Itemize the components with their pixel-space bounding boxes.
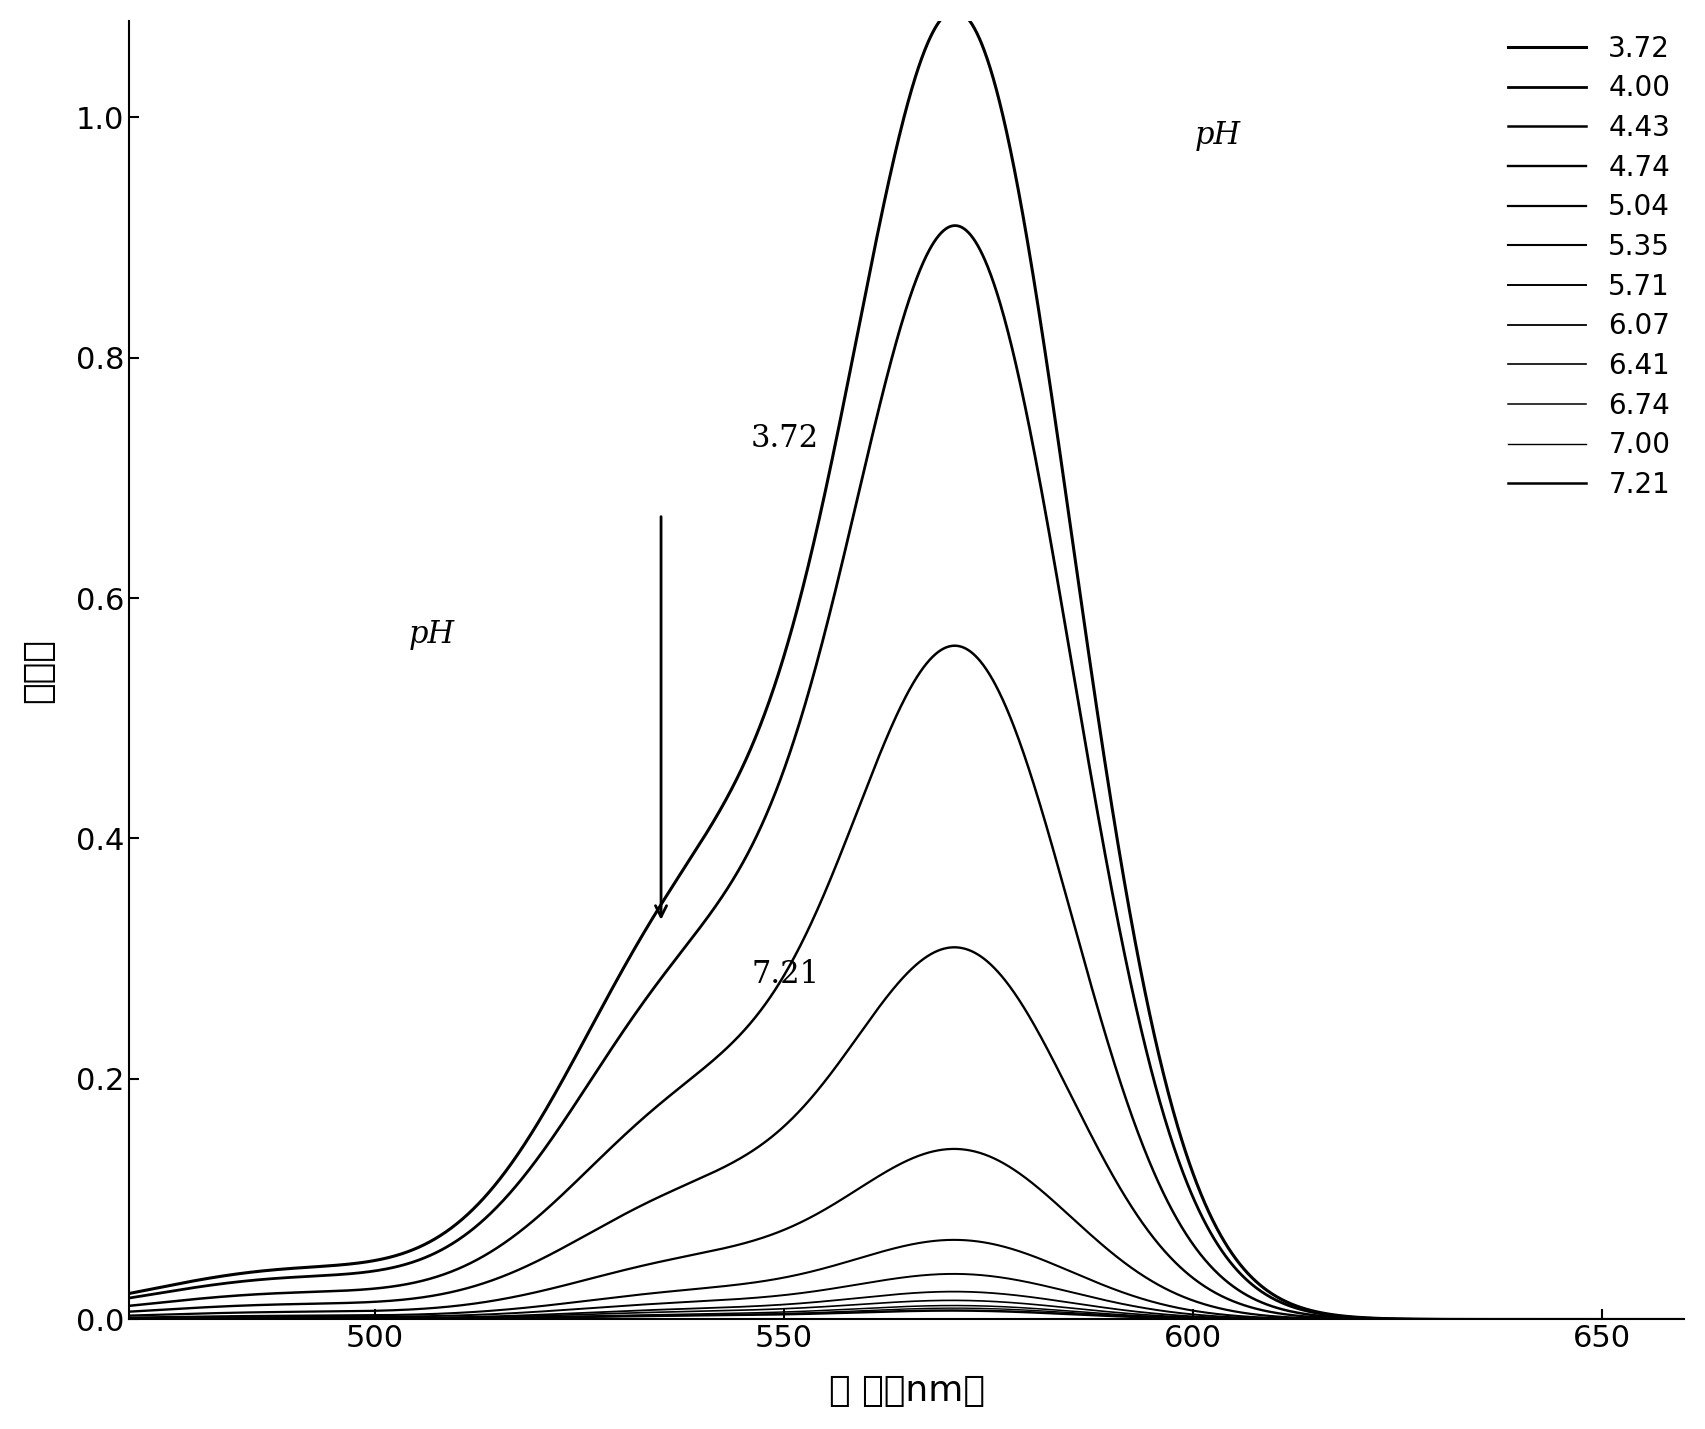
- Text: 3.72: 3.72: [752, 423, 818, 454]
- Text: 7.21: 7.21: [752, 959, 818, 990]
- X-axis label: 波 长（nm）: 波 长（nm）: [829, 1375, 984, 1408]
- Legend: 3.72, 4.00, 4.43, 4.74, 5.04, 5.35, 5.71, 6.07, 6.41, 6.74, 7.00, 7.21: 3.72, 4.00, 4.43, 4.74, 5.04, 5.35, 5.71…: [1509, 34, 1671, 499]
- Y-axis label: 吸光度: 吸光度: [20, 637, 55, 703]
- Text: pH: pH: [409, 619, 455, 650]
- Text: pH: pH: [1195, 120, 1241, 150]
